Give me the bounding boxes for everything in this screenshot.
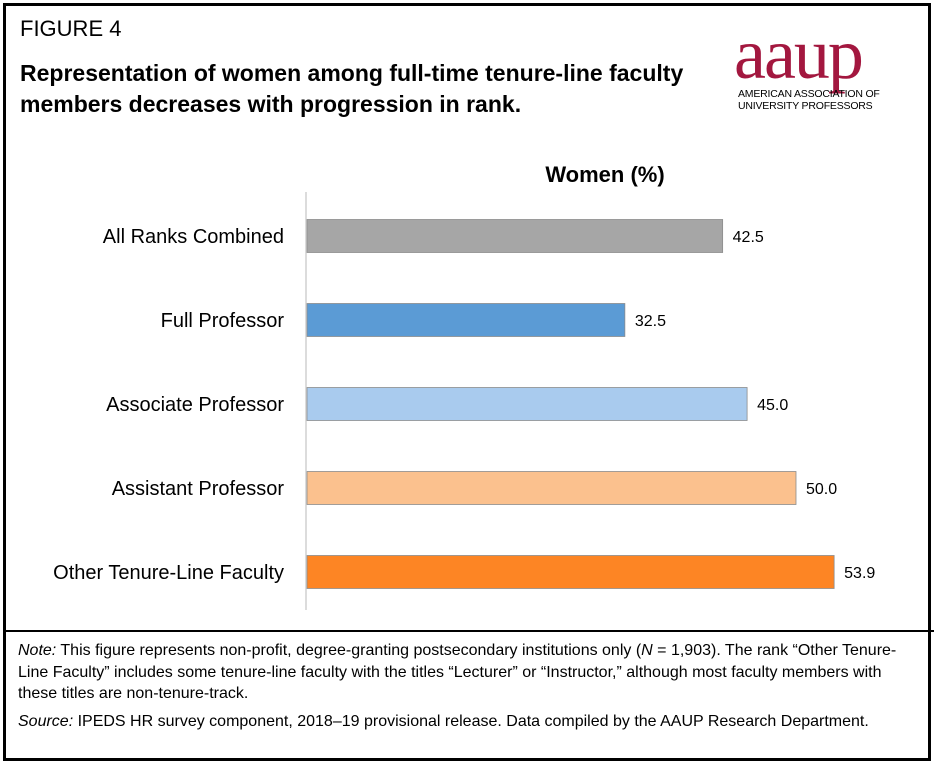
bar-2 xyxy=(306,387,748,421)
figure-title: Representation of women among full-time … xyxy=(20,60,684,117)
logo-subtitle-line-2: UNIVERSITY PROFESSORS xyxy=(738,100,873,112)
value-label-2: 45.0 xyxy=(757,397,788,414)
note-text-1: This figure represents non-profit, degre… xyxy=(56,642,642,659)
category-label-2: Associate Professor xyxy=(106,394,284,416)
figure-label: FIGURE 4 xyxy=(20,16,122,41)
category-label-0: All Ranks Combined xyxy=(103,226,284,248)
bar-chart: Women (%) All Ranks Combined 42.5 Full Pro… xyxy=(53,162,875,610)
bar-4 xyxy=(306,555,835,589)
chart-title: Women (%) xyxy=(545,162,664,187)
notes-section: Note: This figure represents non-profit,… xyxy=(6,630,934,738)
source-text: IPEDS HR survey component, 2018–19 provi… xyxy=(73,712,869,730)
value-label-4: 53.9 xyxy=(844,565,875,582)
source-label: Source: xyxy=(18,712,74,730)
source-paragraph: Source: IPEDS HR survey component, 2018–… xyxy=(18,711,922,733)
value-label-3: 50.0 xyxy=(806,481,837,498)
logo-subtitle-line-1: AMERICAN ASSOCIATION OF xyxy=(738,88,880,100)
note-text-2: = 1,903). The rank “Other Tenure-Line Fa… xyxy=(18,642,897,702)
bars-group: All Ranks Combined 42.5 Full Professor 32.5… xyxy=(53,219,875,589)
bar-0 xyxy=(306,219,724,253)
value-label-1: 32.5 xyxy=(635,313,666,330)
value-label-0: 42.5 xyxy=(733,229,764,246)
logo-wordmark: aaup xyxy=(734,14,864,94)
bar-3 xyxy=(306,471,797,505)
bar-1 xyxy=(306,303,626,337)
note-paragraph: Note: This figure represents non-profit,… xyxy=(18,640,922,705)
category-label-4: Other Tenure-Line Faculty xyxy=(53,562,284,584)
note-n: N xyxy=(641,642,653,659)
category-label-1: Full Professor xyxy=(161,310,285,332)
category-label-3: Assistant Professor xyxy=(112,478,285,500)
figure-frame: FIGURE 4 Representation of women among f… xyxy=(3,3,934,761)
note-label: Note: xyxy=(18,642,57,659)
aaup-logo: aaup AMERICAN ASSOCIATION OF UNIVERSITY … xyxy=(734,18,914,124)
